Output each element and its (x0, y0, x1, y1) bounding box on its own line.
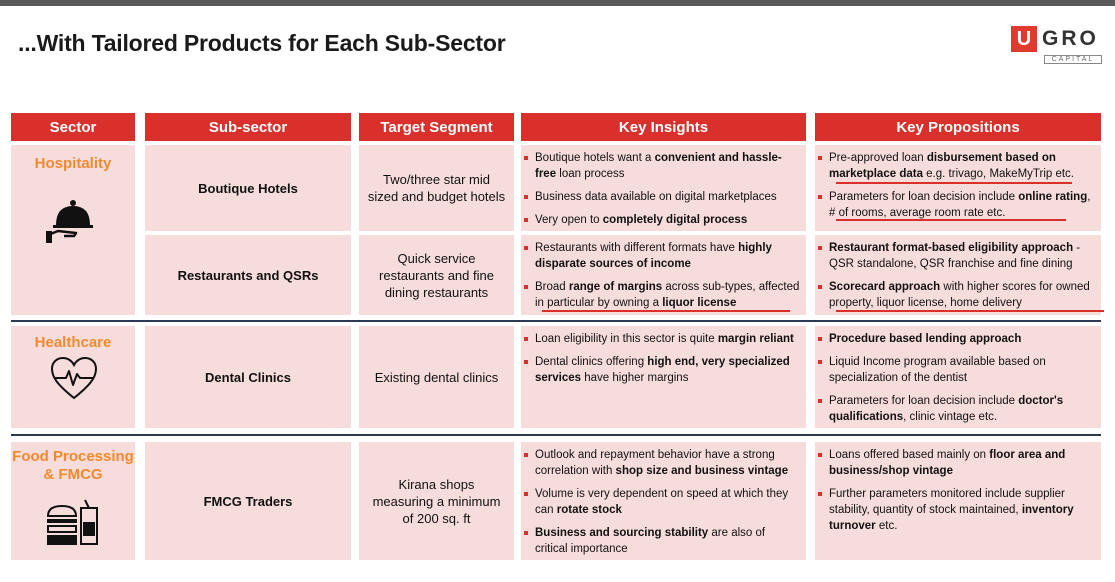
target-dental-clinics: Existing dental clinics (359, 326, 514, 428)
target-boutique-hotels: Two/three star mid sized and budget hote… (359, 145, 514, 231)
subsector-fmcg-traders: FMCG Traders (145, 442, 351, 560)
sector-healthcare-cell: Healthcare (11, 326, 135, 428)
list-item: Further parameters monitored include sup… (818, 486, 1095, 534)
insights-restaurants: Restaurants with different formats have … (521, 235, 806, 315)
list-item: Restaurants with different formats have … (524, 240, 800, 272)
list-item: Restaurant format-based eligibility appr… (818, 240, 1095, 272)
subsector-boutique-hotels: Boutique Hotels (145, 145, 351, 231)
list-item: Outlook and repayment behavior have a st… (524, 447, 800, 479)
highlight-underline (542, 310, 790, 312)
list-item: Business data available on digital marke… (524, 189, 800, 205)
props-dental-clinics: Procedure based lending approach Liquid … (815, 326, 1101, 428)
list-item: Very open to completely digital process (524, 212, 800, 228)
list-item: Loan eligibility in this sector is quite… (524, 331, 800, 347)
ugro-logo: U GRO CAPITAL (1011, 26, 1103, 66)
subsector-restaurants: Restaurants and QSRs (145, 235, 351, 315)
list-item: Parameters for loan decision include doc… (818, 393, 1095, 425)
sector-healthcare-label: Healthcare (34, 334, 112, 351)
sector-fmcg-line1: Food Processing (12, 448, 134, 465)
section-divider (11, 320, 1101, 322)
page-title: ...With Tailored Products for Each Sub-S… (18, 30, 506, 56)
list-item: Liquid Income program available based on… (818, 354, 1095, 386)
header-target-segment: Target Segment (359, 113, 514, 141)
insights-boutique-hotels: Boutique hotels want a convenient and ha… (521, 145, 806, 231)
list-item: Broad range of margins across sub-types,… (524, 281, 800, 309)
logo-capital: CAPITAL (1044, 55, 1102, 64)
highlight-underline (836, 182, 1072, 184)
sector-fmcg-label: Food Processing & FMCG (11, 448, 135, 484)
section-divider (11, 434, 1101, 436)
props-restaurants: Restaurant format-based eligibility appr… (815, 235, 1101, 315)
list-item: Business and sourcing stability are also… (524, 525, 800, 557)
header-sector: Sector (11, 113, 135, 141)
insights-fmcg-traders: Outlook and repayment behavior have a st… (521, 442, 806, 560)
top-bar (0, 0, 1115, 6)
list-item: Scorecard approach with higher scores fo… (818, 279, 1095, 311)
list-item: Volume is very dependent on speed at whi… (524, 486, 800, 518)
list-item: Loans offered based mainly on floor area… (818, 447, 1095, 479)
sector-hospitality-label: Hospitality (34, 155, 112, 172)
list-item: Boutique hotels want a convenient and ha… (524, 150, 800, 182)
food-burger-icon (46, 499, 98, 545)
list-item: Pre-approved loan disbursement based on … (818, 150, 1095, 182)
target-fmcg-traders: Kirana shops measuring a minimum of 200 … (359, 442, 514, 560)
heart-pulse-icon (50, 356, 98, 400)
highlight-underline (836, 310, 1104, 312)
logo-u: U (1011, 26, 1037, 52)
header-subsector: Sub-sector (145, 113, 351, 141)
insights-dental-clinics: Loan eligibility in this sector is quite… (521, 326, 806, 428)
cloche-serving-icon (46, 200, 93, 243)
header-key-insights: Key Insights (521, 113, 806, 141)
list-item: Procedure based lending approach (818, 331, 1095, 347)
sector-fmcg-line2: & FMCG (43, 466, 103, 483)
target-restaurants: Quick service restaurants and fine dinin… (359, 235, 514, 315)
props-fmcg-traders: Loans offered based mainly on floor area… (815, 442, 1101, 560)
subsector-dental-clinics: Dental Clinics (145, 326, 351, 428)
list-item: Parameters for loan decision include onl… (818, 189, 1095, 221)
props-boutique-hotels: Pre-approved loan disbursement based on … (815, 145, 1101, 231)
sector-hospitality-cell: Hospitality (11, 145, 135, 315)
list-item: Dental clinics offering high end, very s… (524, 354, 800, 386)
header-key-propositions: Key Propositions (815, 113, 1101, 141)
highlight-underline (836, 219, 1066, 221)
logo-gro: GRO (1042, 27, 1099, 50)
sector-fmcg-cell: Food Processing & FMCG (11, 442, 135, 560)
